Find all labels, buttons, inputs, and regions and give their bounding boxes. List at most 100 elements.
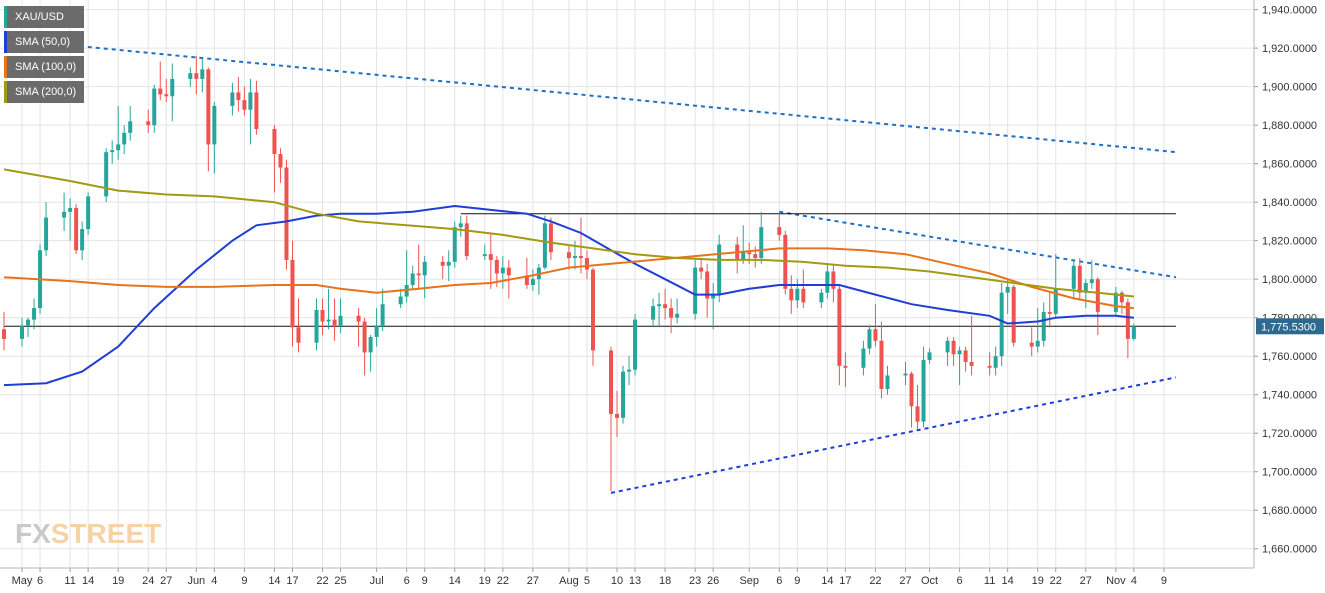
candle-body — [1029, 342, 1034, 347]
x-tick-label: 6 — [404, 575, 410, 587]
candle-body — [506, 267, 511, 276]
candle-body — [296, 327, 301, 343]
candle-body — [290, 259, 295, 328]
candle-body — [542, 223, 547, 268]
y-tick-label: 1,840.0000 — [1262, 197, 1317, 209]
candle-body — [320, 309, 325, 322]
candle-body — [657, 304, 662, 307]
current-price-tag — [1256, 318, 1324, 335]
y-tick-label: 1,740.0000 — [1262, 390, 1317, 402]
y-tick-label: 1,880.0000 — [1262, 120, 1317, 132]
candle-body — [158, 88, 163, 95]
x-tick-label: Sep — [739, 575, 759, 587]
legend-item-sma200[interactable]: SMA (200,0) — [4, 81, 85, 103]
candle-body — [759, 227, 764, 259]
candle-body — [572, 256, 577, 259]
x-tick-label: 14 — [449, 575, 461, 587]
candle-body — [651, 306, 656, 320]
candle-body — [621, 371, 626, 418]
candle-body — [945, 340, 950, 353]
candle-body — [1005, 286, 1010, 293]
x-tick-label: 13 — [629, 575, 641, 587]
candle-body — [1125, 302, 1130, 339]
candle-body — [26, 319, 31, 326]
x-tick-label: 27 — [899, 575, 911, 587]
legend-item-sma100[interactable]: SMA (100,0) — [4, 56, 85, 78]
candle-body — [524, 275, 529, 285]
legend-item-sma50[interactable]: SMA (50,0) — [4, 31, 85, 53]
candle-body — [669, 308, 674, 318]
x-tick-label: 19 — [479, 575, 491, 587]
x-tick-label: 6 — [957, 575, 963, 587]
candle-body — [1071, 265, 1076, 289]
candle-body — [122, 132, 127, 145]
y-tick-label: 1,680.0000 — [1262, 505, 1317, 517]
candle-body — [446, 261, 451, 266]
candle-body — [380, 304, 385, 326]
x-tick-label: 11 — [64, 575, 75, 587]
candle-body — [146, 121, 151, 126]
candle-body — [789, 288, 794, 301]
x-tick-label: 14 — [268, 575, 280, 587]
y-tick-label: 1,820.0000 — [1262, 236, 1317, 248]
x-tick-label: 9 — [794, 575, 800, 587]
candle-body — [1083, 283, 1088, 293]
candle-body — [170, 78, 175, 97]
candle-body — [374, 325, 379, 337]
candle-body — [951, 340, 956, 355]
candle-body — [699, 267, 704, 272]
legend-item-xauusd[interactable]: XAU/USD — [4, 6, 85, 28]
x-tick-label: Jun — [187, 575, 205, 587]
candle-body — [458, 223, 463, 228]
candle-body — [410, 273, 415, 285]
candle-body — [867, 329, 872, 349]
legend-swatch — [4, 81, 7, 103]
candle-body — [861, 348, 866, 368]
candle-body — [825, 271, 830, 293]
trendline-descending-resistance — [779, 210, 1177, 279]
candle-body — [987, 365, 992, 368]
sma-line-1 — [3, 247, 1135, 310]
y-tick-label: 1,860.0000 — [1262, 159, 1317, 171]
x-tick-label: 9 — [241, 575, 247, 587]
candle-body — [1011, 286, 1016, 343]
candle-body — [104, 152, 109, 197]
candle-body — [584, 258, 589, 270]
candle-body — [1047, 311, 1052, 314]
candle-body — [440, 261, 445, 266]
candle-body — [843, 365, 848, 368]
candle-body — [590, 269, 595, 351]
legend-label: SMA (200,0) — [15, 86, 77, 98]
candle-body — [615, 413, 620, 418]
x-tick-label: Nov — [1106, 575, 1126, 587]
candle-body — [452, 227, 457, 262]
candle-body — [128, 121, 133, 133]
candle-body — [314, 309, 319, 343]
x-tick-label: 19 — [112, 575, 124, 587]
x-tick-label: Aug — [559, 575, 579, 587]
candle-body — [1095, 279, 1100, 312]
candle-body — [831, 271, 836, 289]
candle-body — [578, 256, 583, 259]
candle-body — [356, 315, 361, 322]
x-tick-label: 24 — [142, 575, 154, 587]
candle-body — [206, 69, 211, 145]
x-tick-label: 22 — [1050, 575, 1062, 587]
candle-body — [494, 259, 499, 274]
candle-body — [663, 304, 668, 309]
logo-street: STREET — [50, 518, 162, 549]
candle-body — [362, 321, 367, 353]
legend-label: SMA (50,0) — [15, 36, 71, 48]
candle-body — [1131, 326, 1136, 339]
candle-body — [963, 350, 968, 362]
candle-body — [548, 223, 553, 253]
candle-body — [338, 315, 343, 326]
candle-body — [957, 350, 962, 355]
x-tick-label: 10 — [611, 575, 623, 587]
candle-body — [242, 100, 247, 110]
legend-label: SMA (100,0) — [15, 61, 77, 73]
candle-body — [152, 88, 157, 126]
legend-swatch — [4, 6, 7, 28]
x-tick-label: 6 — [776, 575, 782, 587]
y-tick-label: 1,920.0000 — [1262, 43, 1317, 55]
